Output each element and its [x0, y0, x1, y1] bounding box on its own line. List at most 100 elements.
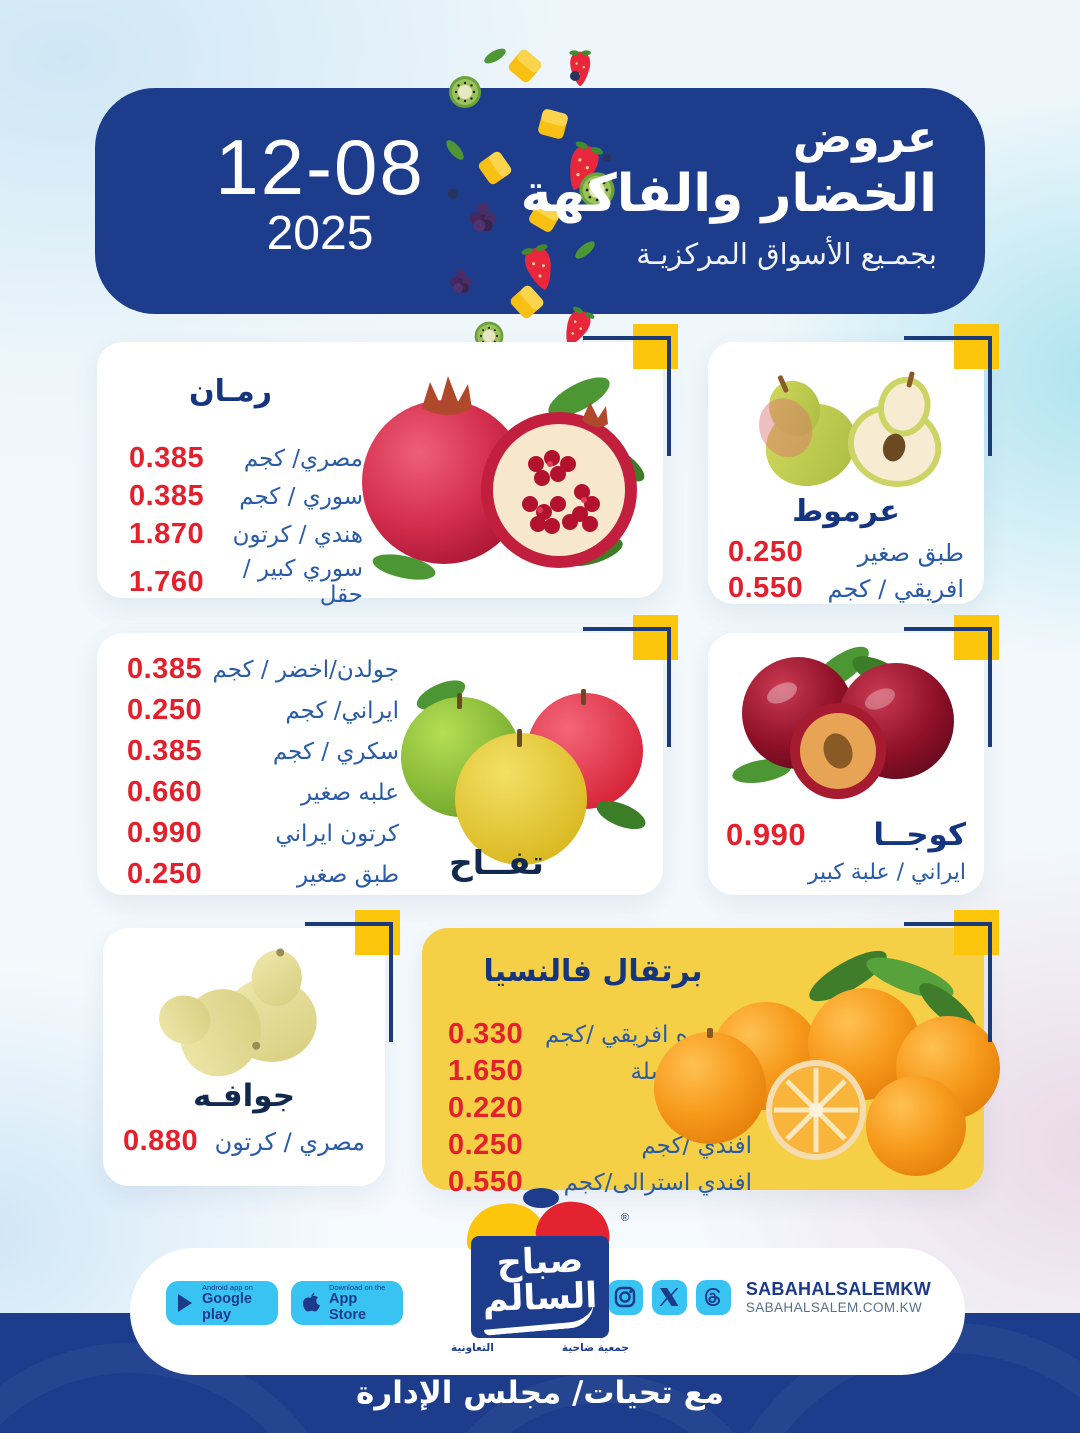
apple-title: تفــاح	[449, 843, 544, 882]
price-value: 0.550	[728, 572, 804, 604]
item-label: طبق صغير	[857, 538, 964, 567]
price-row: 0.385 سوري / كجم	[129, 480, 363, 513]
header-subtitle: بجمـيع الأسواق المركزيـة	[636, 237, 937, 272]
price-value: 0.250	[448, 1129, 524, 1161]
price-row: 1.760 سوري كبير / حقل	[129, 556, 363, 608]
apple-image	[401, 680, 646, 865]
price-value: 1.870	[129, 518, 205, 550]
app-store-tagline: Download on the	[329, 1282, 386, 1292]
price-value: 0.250	[127, 858, 203, 890]
date-year: 2025	[266, 207, 374, 260]
card-apple: 0.385 جولدن/اخضر / كجم 0.250 ايراني/ كجم 0…	[97, 615, 678, 895]
price-row: 0.250 ايراني/ كجم	[127, 694, 399, 727]
pear-image	[758, 371, 942, 487]
price-row: 0.550 افريقي / كجم	[728, 572, 964, 605]
header-banner: 12-08 2025	[95, 45, 985, 351]
social-links: SABAHALSALEMKW SABAHALSALEM.COM.KW	[607, 1279, 931, 1315]
tagline-right: جمعية ضاحية	[561, 1342, 629, 1354]
corner-accent-square	[633, 615, 678, 660]
google-play-label: Google play	[202, 1290, 252, 1323]
guava-title: جوافـه	[192, 1078, 296, 1114]
logo-blue-puff	[523, 1188, 559, 1208]
pomegranate-price-list: 0.385 مصري/ كجم 0.385 سوري / كجم 1.870 هندي…	[129, 442, 363, 608]
price-row: 0.550 افندي استرالى/كجم	[448, 1166, 752, 1199]
orange-title: برتقال فالنسيا	[483, 954, 703, 989]
item-label: سوري / كجم	[239, 483, 363, 510]
price-value: 0.385	[129, 480, 205, 512]
pomegranate-title: رمـان	[189, 374, 272, 409]
x-twitter-icon[interactable]	[651, 1279, 687, 1315]
price-value: 0.250	[127, 694, 203, 726]
header-titles: عروض الخضار والفاكهة بجمـيع الأسواق المر…	[517, 112, 937, 272]
card-guava: جوافـه 0.880 مصري / كرتون	[103, 910, 400, 1186]
price-row: 0.250 طبق صغير	[728, 536, 964, 569]
google-play-badge[interactable]: Android app on Google play	[166, 1281, 278, 1325]
item-label: جولدن/اخضر / كجم	[212, 656, 399, 683]
app-store-label: App Store	[329, 1290, 367, 1323]
price-value: 0.330	[448, 1018, 524, 1050]
card-plum: 0.990 كوجــا ايراني / علبة كبير	[708, 615, 999, 895]
registered-mark: ®	[620, 1212, 629, 1224]
price-value: 0.880	[123, 1125, 199, 1157]
price-value: 0.990	[127, 817, 203, 849]
footer-greeting: مع تحيات/ مجلس الإدارة	[356, 1375, 724, 1411]
sabah-alsalem-logo: صباح السالم ® جمعية ضاحية التعاونية	[445, 1188, 635, 1362]
logo-box: صباح السالم	[471, 1236, 609, 1338]
price-value: 0.385	[127, 653, 203, 685]
apple-price-list: 0.385 جولدن/اخضر / كجم 0.250 ايراني/ كجم 0…	[127, 653, 399, 891]
price-row: 0.250 طبق صغير	[127, 858, 399, 891]
card-pear: عرموط 0.250 طبق صغير 0.550 افريقي / كجم	[708, 324, 999, 605]
oranges-image	[654, 950, 1000, 1176]
price-row: 0.250 افندي /كجم	[448, 1129, 752, 1162]
pomegranate-image	[362, 376, 645, 580]
item-label: افريقي / كجم	[827, 574, 964, 603]
pear-price-list: 0.250 طبق صغير 0.550 افريقي / كجم	[728, 536, 964, 605]
header-title-produce: الخضار والفاكهة	[520, 164, 937, 225]
guava-image	[159, 948, 317, 1077]
plum-title-row: 0.990 كوجــا	[726, 817, 966, 853]
plum-title: كوجــا	[873, 817, 966, 853]
item-label: هندي / كرتون	[232, 521, 363, 548]
pear-title: عرموط	[792, 494, 900, 529]
price-value: 0.385	[129, 442, 205, 474]
tagline-left: التعاونية	[451, 1342, 494, 1354]
price-row: 1.870 هندي / كرتون	[129, 518, 363, 551]
item-label: ايراني/ كجم	[285, 697, 399, 724]
price-row: 0.880 مصري / كرتون	[123, 1125, 365, 1158]
price-value: 0.990	[726, 817, 807, 852]
plum-subtitle: ايراني / علبة كبير	[807, 860, 966, 885]
apple-icon	[303, 1292, 320, 1312]
item-label: سكري / كجم	[272, 738, 399, 765]
corner-accent-square	[355, 910, 400, 955]
guava-price-list: 0.880 مصري / كرتون	[123, 1125, 365, 1158]
threads-icon[interactable]	[695, 1279, 731, 1315]
price-row: 0.385 جولدن/اخضر / كجم	[127, 653, 399, 686]
price-row: 0.385 مصري/ كجم	[129, 442, 363, 475]
item-label: افندي استرالى/كجم	[563, 1169, 752, 1196]
google-play-tagline: Android app on	[202, 1282, 253, 1292]
plum-image	[732, 646, 954, 799]
social-text: SABAHALSALEMKW SABAHALSALEM.COM.KW	[746, 1279, 931, 1315]
price-row: 0.660 علبه صغير	[127, 776, 399, 809]
card-orange: برتقال فالنسيا 0.330 ابو صره افريقي /كجم …	[422, 910, 1000, 1198]
price-value: 0.220	[448, 1092, 524, 1124]
instagram-icon[interactable]	[607, 1279, 643, 1315]
price-value: 1.760	[129, 565, 205, 598]
card-pomegranate: رمـان 0.385 مصري/ كجم 0.385 سوري / كجم 1.8…	[97, 324, 678, 608]
item-label: كرتون ايراني	[275, 820, 399, 847]
date-range: 12-08	[215, 123, 425, 211]
price-value: 0.250	[728, 536, 804, 568]
website-url: SABAHALSALEM.COM.KW	[745, 1300, 923, 1315]
item-label: سوري كبير / حقل	[242, 556, 363, 608]
price-value: 1.650	[448, 1055, 524, 1087]
logo-tagline: جمعية ضاحية التعاونية	[445, 1342, 635, 1354]
app-store-badge[interactable]: Download on the App Store	[291, 1281, 403, 1325]
item-label: مصري / كرتون	[214, 1127, 365, 1156]
item-label: مصري/ كجم	[243, 445, 363, 472]
app-badges: Android app on Google play Download on t…	[166, 1281, 403, 1325]
price-row: 0.990 كرتون ايراني	[127, 817, 399, 850]
price-row: 0.385 سكري / كجم	[127, 735, 399, 768]
header-title-offers: عروض	[793, 112, 937, 163]
price-value: 0.550	[448, 1166, 524, 1198]
